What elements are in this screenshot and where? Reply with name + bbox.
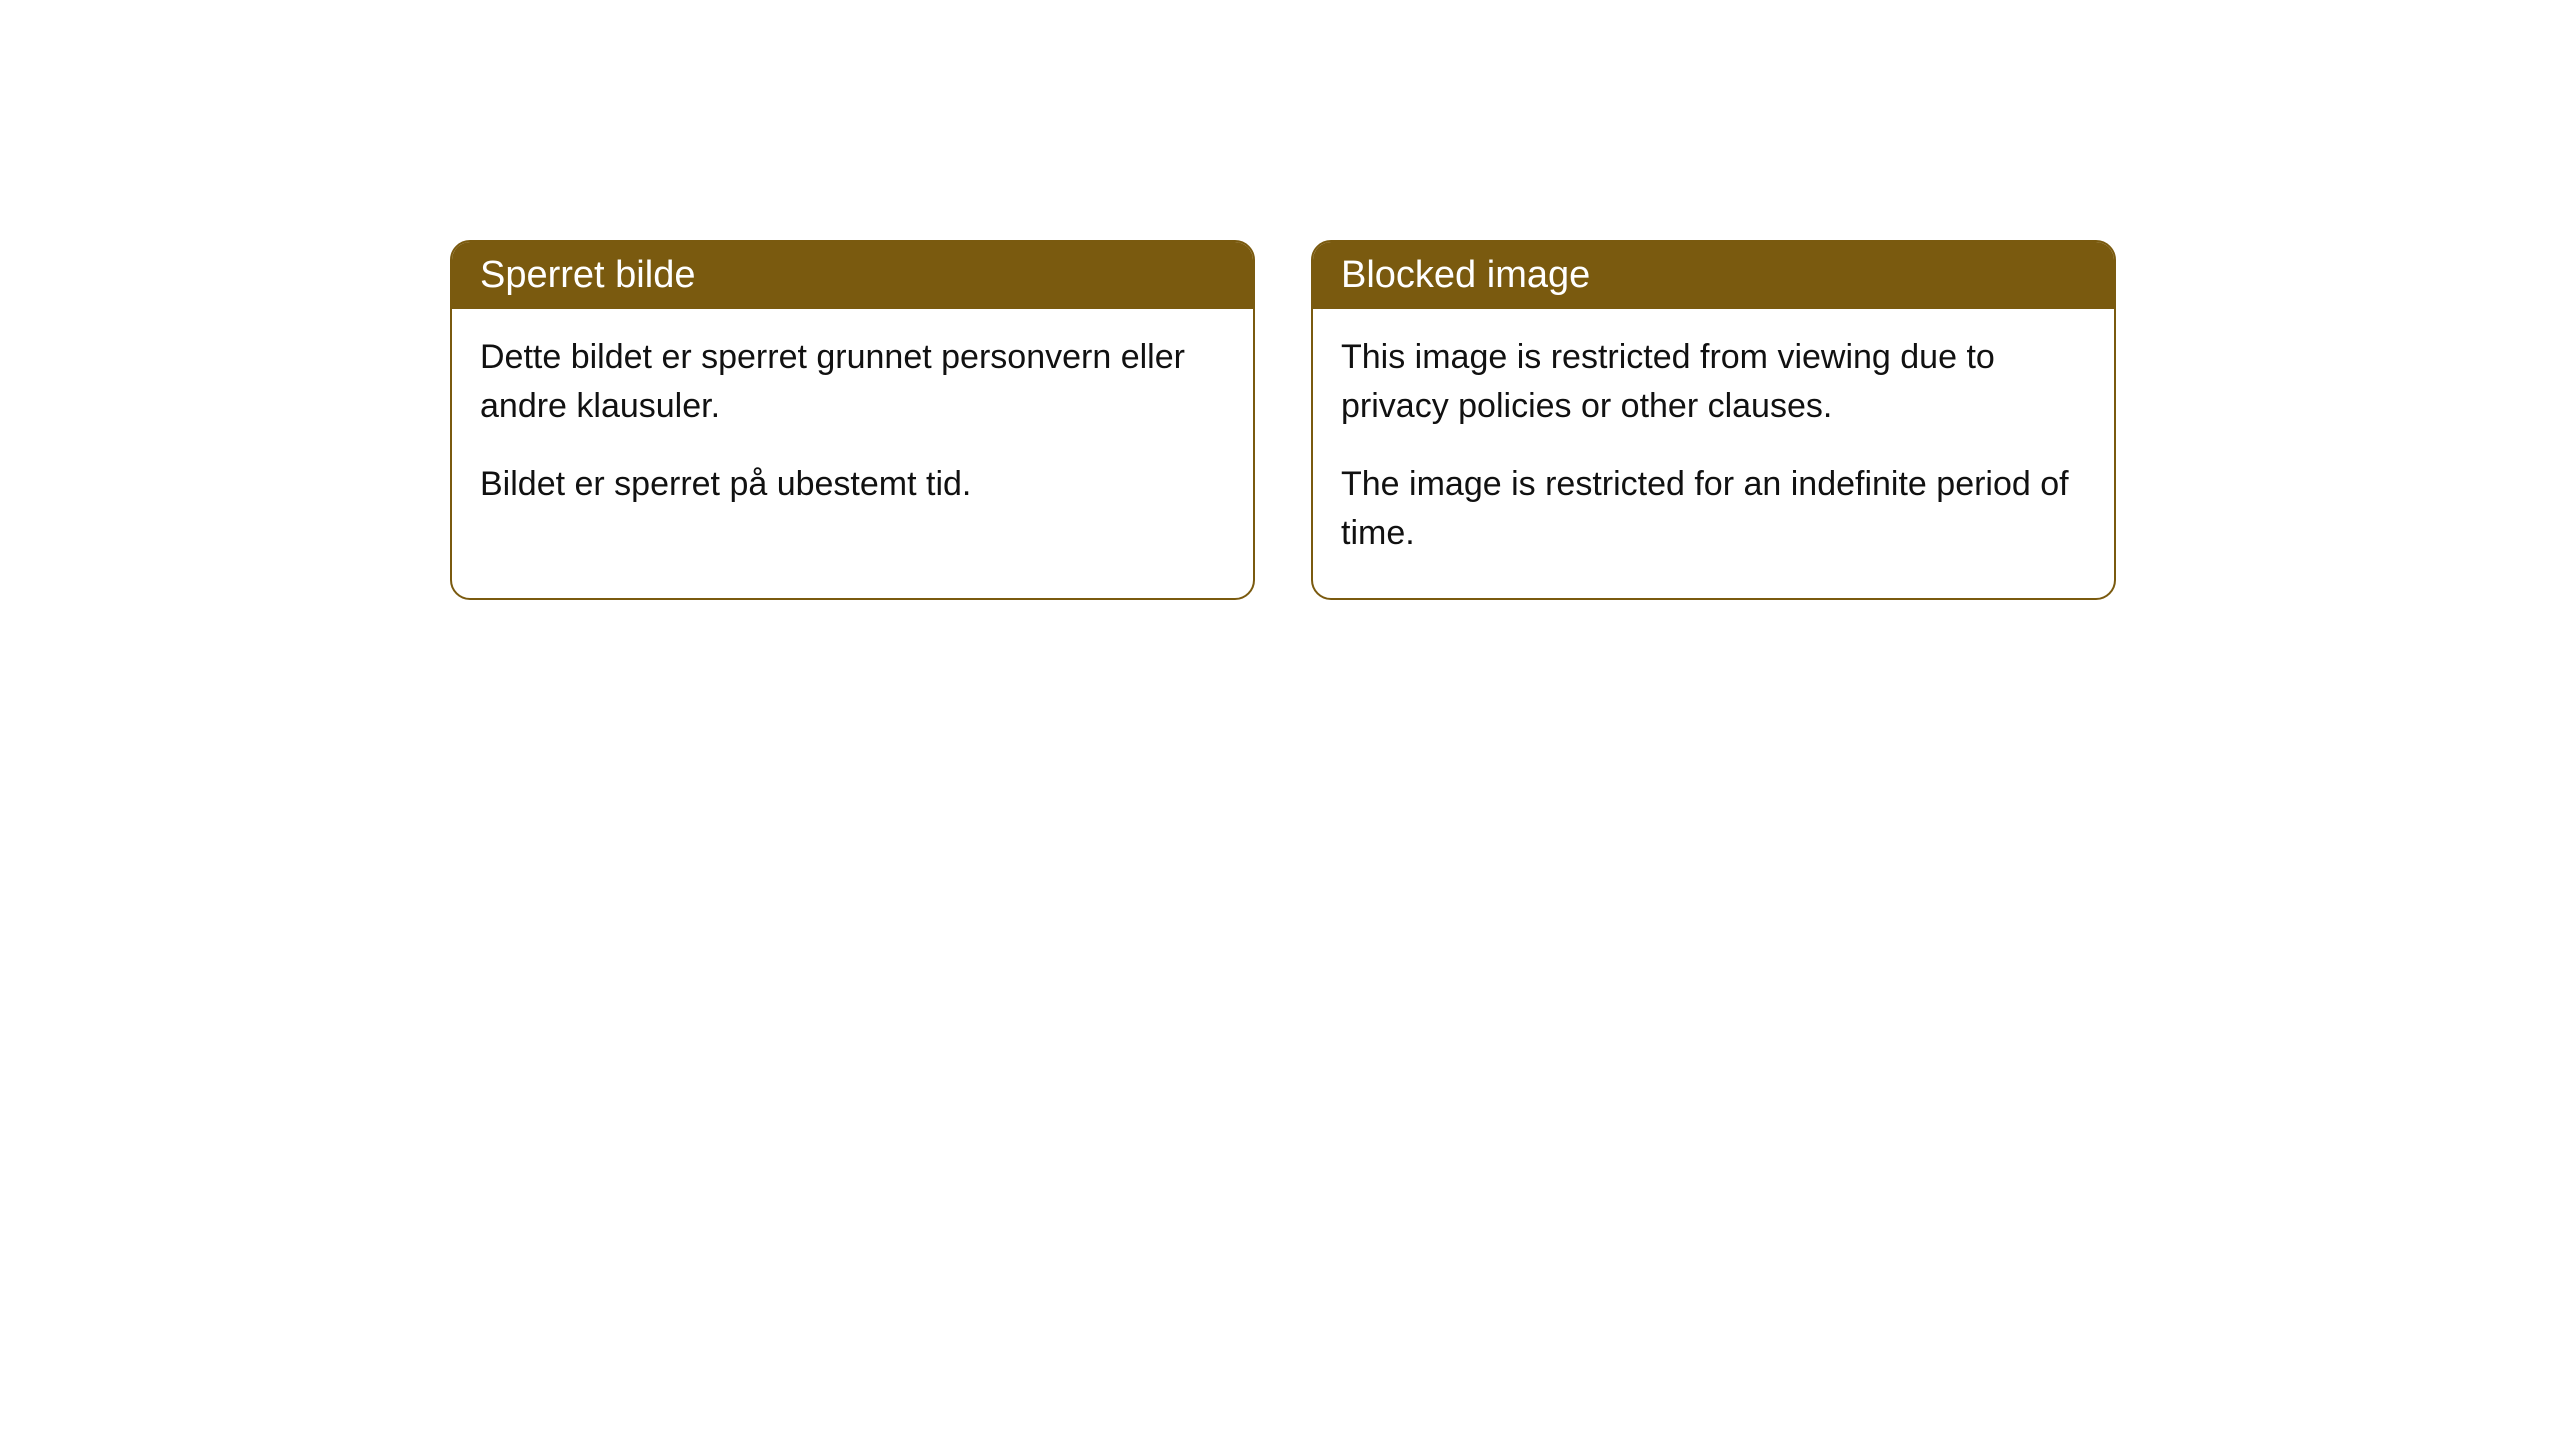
- card-paragraph: Bildet er sperret på ubestemt tid.: [480, 460, 1225, 509]
- card-body-english: This image is restricted from viewing du…: [1313, 309, 2114, 598]
- card-paragraph: The image is restricted for an indefinit…: [1341, 460, 2086, 559]
- card-paragraph: This image is restricted from viewing du…: [1341, 333, 2086, 432]
- card-body-norwegian: Dette bildet er sperret grunnet personve…: [452, 309, 1253, 549]
- cards-container: Sperret bilde Dette bildet er sperret gr…: [450, 240, 2116, 600]
- card-paragraph: Dette bildet er sperret grunnet personve…: [480, 333, 1225, 432]
- card-header-norwegian: Sperret bilde: [452, 242, 1253, 309]
- card-title: Sperret bilde: [480, 254, 695, 296]
- card-title: Blocked image: [1341, 254, 1590, 296]
- card-header-english: Blocked image: [1313, 242, 2114, 309]
- card-norwegian: Sperret bilde Dette bildet er sperret gr…: [450, 240, 1255, 600]
- card-english: Blocked image This image is restricted f…: [1311, 240, 2116, 600]
